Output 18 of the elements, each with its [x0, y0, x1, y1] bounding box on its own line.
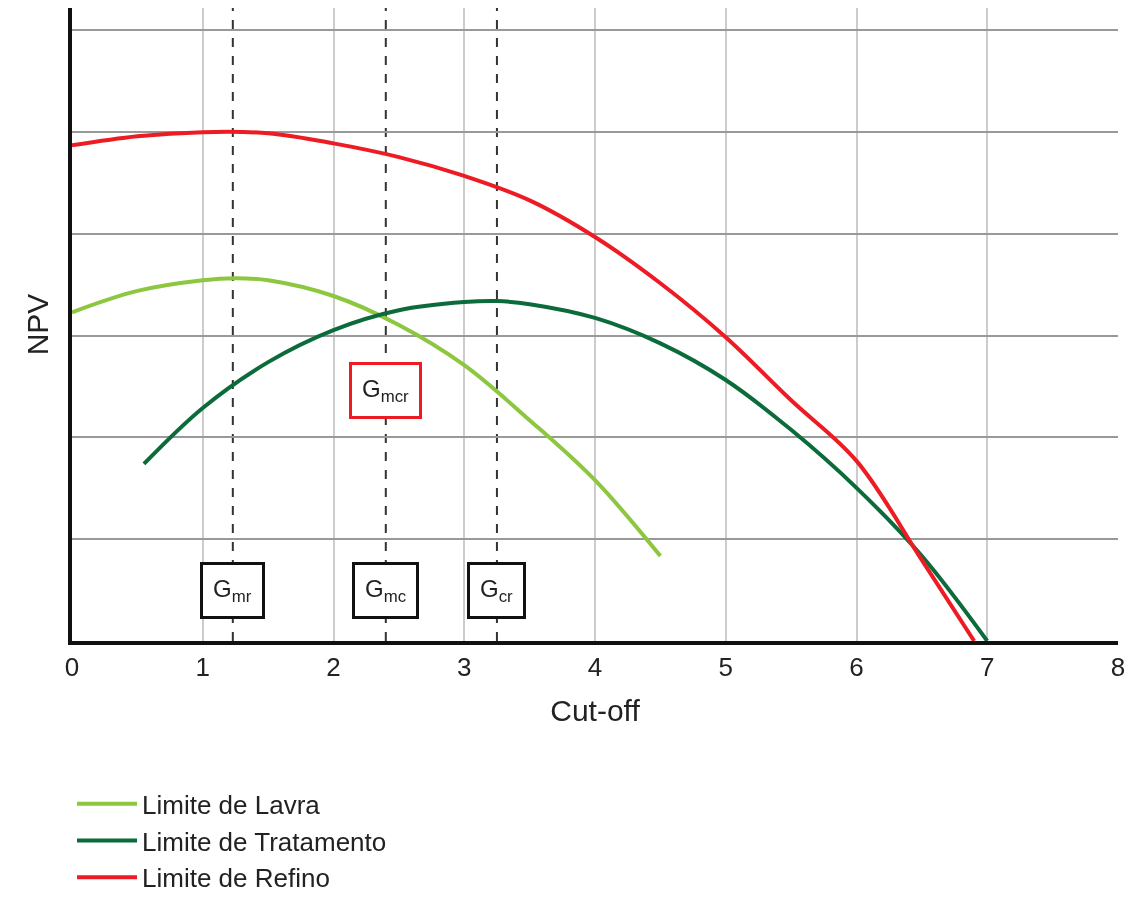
ref-line-label: G$_{mc}$ — [365, 575, 407, 607]
legend-label: Limite de Refino — [142, 863, 330, 894]
x-tick-label: 6 — [849, 652, 864, 683]
legend-label: Limite de Lavra — [142, 789, 321, 820]
x-axis-title: Cut-off — [550, 694, 641, 728]
x-tick-label: 5 — [718, 652, 733, 683]
x-tick-label: 3 — [457, 652, 472, 683]
x-tick-label: 2 — [326, 652, 341, 683]
ref-line-label: G$_{mr}$ — [213, 575, 252, 607]
x-tick-label: 4 — [587, 652, 603, 683]
x-tick-label: 8 — [1110, 652, 1126, 683]
annotation: G$_{mcr}$ — [362, 375, 410, 407]
x-tick-label: 1 — [195, 652, 210, 683]
legend-label: Limite de Tratamento — [142, 826, 387, 857]
x-tick-label: 7 — [980, 652, 995, 683]
x-tick-label: 0 — [64, 652, 80, 683]
ref-line-label: G$_{cr}$ — [480, 575, 514, 607]
y-axis-title: NPV — [20, 293, 54, 356]
